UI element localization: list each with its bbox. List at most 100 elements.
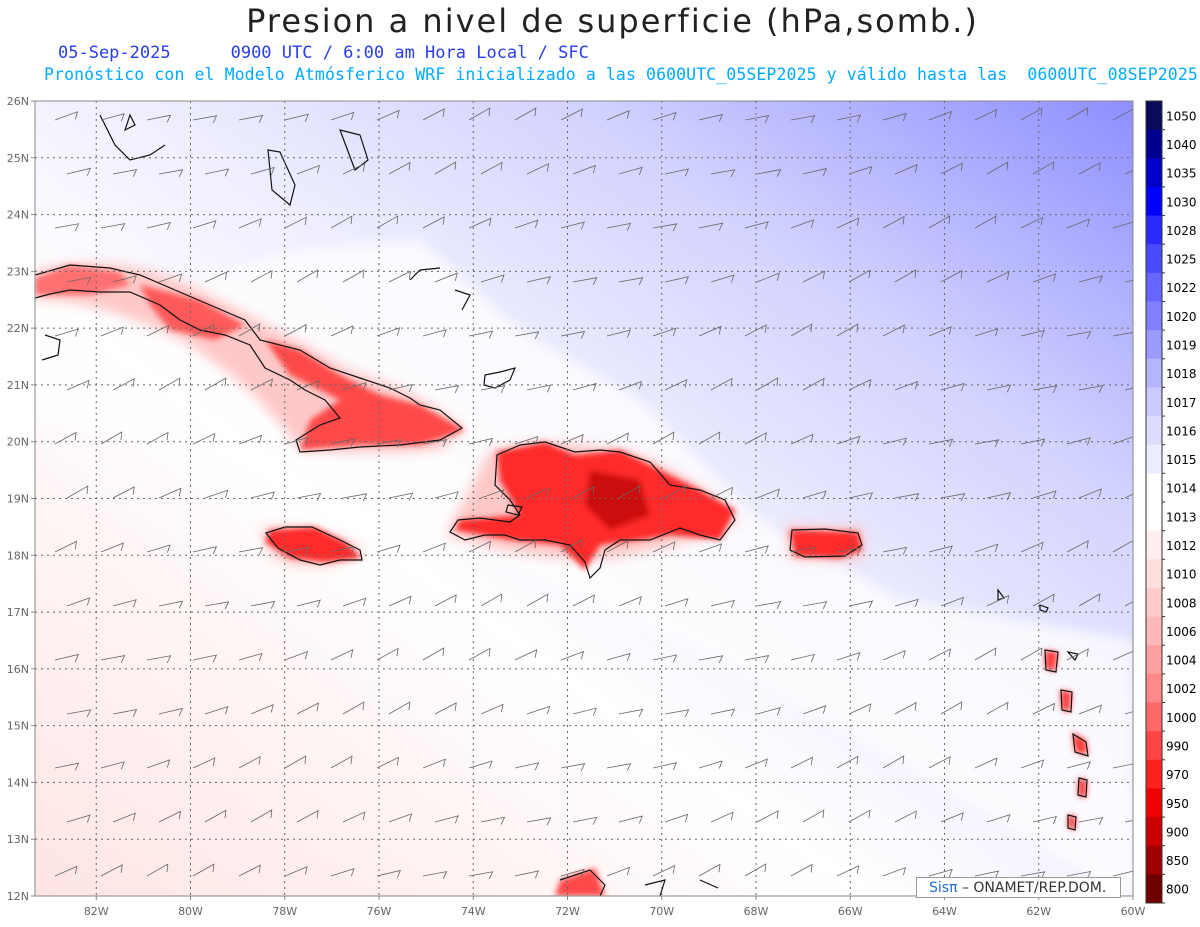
wind-barb — [250, 600, 276, 609]
wind-barb — [986, 161, 1009, 175]
wind-barb — [928, 110, 953, 121]
colorbar-label: 1002 — [1166, 682, 1197, 696]
lat-tick-label: 16N — [7, 663, 29, 676]
colorbar-swatch — [1146, 759, 1162, 789]
wind-barb — [756, 810, 779, 823]
wind-barb — [388, 492, 414, 501]
wind-barb — [342, 163, 366, 175]
wind-barb — [158, 169, 184, 178]
wind-barb — [376, 756, 400, 769]
wind-barb — [1032, 385, 1058, 394]
wind-barb — [514, 649, 538, 661]
wind-barb — [1112, 108, 1133, 121]
wind-barb — [698, 431, 721, 445]
wind-barb — [1032, 702, 1056, 715]
wind-barb — [802, 270, 826, 283]
wind-barb — [250, 378, 273, 391]
colorbar-label: 950 — [1166, 797, 1189, 811]
lat-tick-label: 22N — [7, 322, 29, 335]
wind-barb — [606, 329, 631, 338]
wind-barb — [192, 220, 217, 229]
wind-barb — [1078, 162, 1101, 175]
colorbar-swatch — [1146, 416, 1162, 446]
wind-barb — [480, 161, 503, 175]
wind-barb — [940, 162, 963, 175]
colorbar-swatch — [1146, 645, 1162, 675]
wind-barb — [882, 866, 907, 877]
wind-barb — [790, 653, 816, 662]
wind-barb — [848, 269, 871, 283]
pressure-colorbar: 1050 1040 1035 1030 1028 1025 1022 1020 1019 1018… — [1145, 100, 1197, 904]
wind-barb — [296, 380, 320, 391]
wind-barb — [376, 647, 399, 661]
lon-tick-label: 64W — [932, 905, 957, 918]
wind-barb — [744, 221, 769, 230]
colorbar-swatch — [1146, 330, 1162, 360]
colorbar-label: 1015 — [1166, 453, 1197, 467]
colorbar-label: 1030 — [1166, 195, 1197, 209]
wind-barb — [1066, 437, 1091, 446]
wind-barb — [986, 701, 1009, 715]
wind-barb — [66, 597, 91, 607]
wind-barb — [974, 870, 1000, 879]
colorbar-swatch — [1146, 358, 1162, 388]
wind-barb — [158, 273, 183, 283]
wind-barb — [480, 816, 506, 825]
wind-barb — [974, 108, 998, 121]
credit-box: Sisπ – ONAMET/REP.DOM. — [916, 877, 1121, 898]
wind-barb — [1112, 540, 1133, 553]
wind-barb — [940, 269, 963, 283]
wind-barb — [894, 598, 919, 608]
wind-barb — [790, 863, 813, 877]
wind-barb — [388, 383, 414, 392]
wind-barb — [468, 437, 494, 446]
wind-barb — [756, 272, 780, 283]
wind-barb — [284, 755, 307, 769]
wind-barb — [618, 485, 641, 499]
wind-barb — [146, 544, 171, 553]
colorbar-label: 1006 — [1166, 625, 1197, 639]
wind-barb — [296, 164, 321, 175]
wind-barb — [710, 708, 736, 717]
wind-barb — [744, 432, 767, 445]
wind-barb — [192, 115, 218, 124]
wind-barb — [652, 864, 676, 877]
wind-barb — [560, 868, 585, 878]
wind-barb — [146, 221, 172, 231]
wind-barb — [744, 655, 770, 663]
wind-barb — [66, 379, 90, 391]
wind-barb — [836, 323, 859, 337]
wind-barb — [1020, 216, 1044, 229]
wind-barb — [698, 113, 724, 122]
wind-barb — [698, 760, 723, 769]
wind-barb — [330, 111, 355, 121]
colorbar-swatch — [1146, 530, 1162, 560]
wind-barb — [618, 380, 643, 391]
wind-barb — [1020, 438, 1046, 447]
forecast-date: 05-Sep-2025 — [58, 43, 171, 63]
colorbar-swatch — [1146, 101, 1162, 131]
wind-barb — [710, 486, 734, 499]
wind-barb — [618, 166, 643, 176]
colorbar-label: 1028 — [1166, 224, 1197, 238]
wind-barb — [664, 709, 690, 718]
wind-barb — [606, 763, 632, 772]
wind-barb — [572, 594, 595, 607]
wind-barb — [238, 864, 261, 877]
wind-barb — [1112, 436, 1133, 445]
wind-barb — [756, 601, 782, 609]
wind-barb — [618, 815, 643, 824]
wind-barb — [480, 385, 506, 394]
wind-barb — [238, 652, 263, 662]
wind-barb — [100, 761, 125, 770]
colorbar-label: 970 — [1166, 768, 1189, 782]
wind-barb — [560, 434, 584, 445]
lat-tick-label: 23N — [7, 265, 29, 278]
wind-barb — [66, 814, 91, 823]
wind-barb — [112, 169, 138, 177]
wind-barb — [100, 431, 123, 445]
wind-barb — [514, 107, 537, 121]
date-time-line: 05-Sep-2025 0900 UTC / 6:00 am Hora Local… — [58, 43, 589, 63]
wind-barb — [158, 487, 182, 499]
